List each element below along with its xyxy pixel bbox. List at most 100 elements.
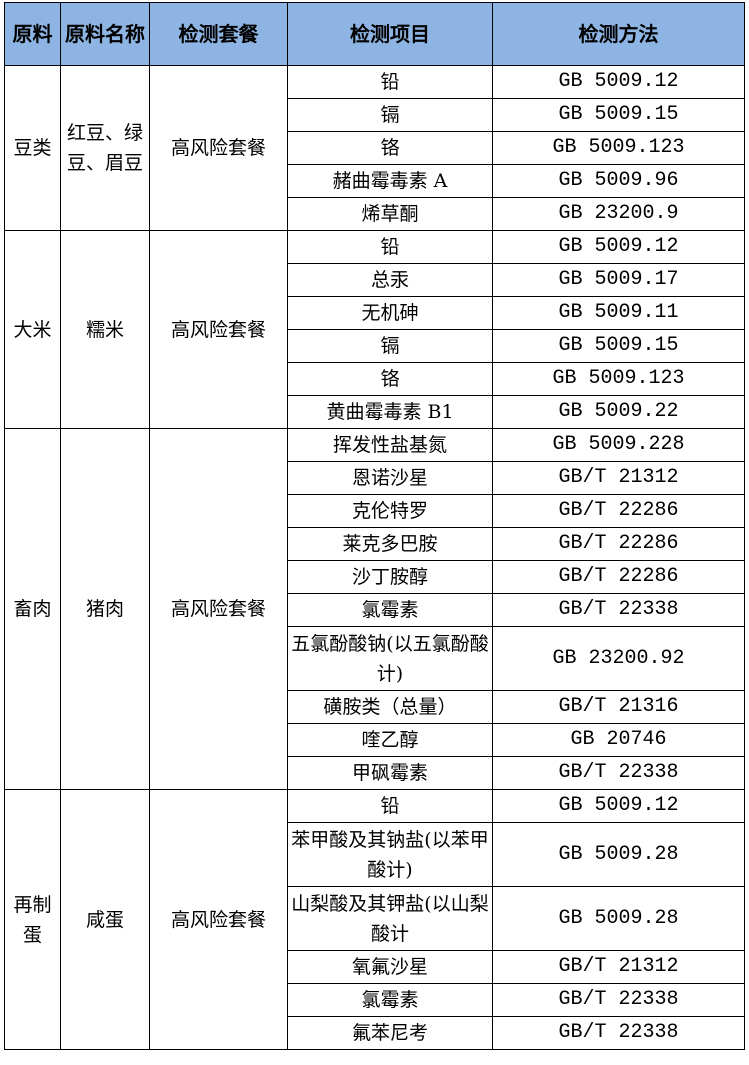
item-cell: 甲砜霉素 xyxy=(287,756,493,790)
table-row: 大米 糯米 高风险套餐铅 GB 5009.12 xyxy=(4,230,745,429)
material-cell: 豆类 xyxy=(4,65,61,231)
item-cell: 总汞 xyxy=(287,263,493,297)
material-name-cell: 红豆、绿豆、眉豆 xyxy=(60,65,150,231)
material-name-cell: 猪肉 xyxy=(60,428,150,790)
method-cell: GB 5009.28 xyxy=(492,886,745,951)
table-row: 氯霉素 GB/T 22338 xyxy=(5,983,745,1017)
table-row: 赭曲霉毒素 A GB 5009.96 xyxy=(5,164,745,198)
table-row: 苯甲酸及其钠盐(以苯甲酸计) GB 5009.28 xyxy=(5,822,745,887)
item-cell: 赭曲霉毒素 A xyxy=(287,164,493,198)
table-row: 铬 GB 5009.123 xyxy=(5,362,745,396)
material-name-cell: 糯米 xyxy=(60,230,150,429)
method-cell: GB 5009.96 xyxy=(492,164,745,198)
item-cell: 无机砷 xyxy=(287,296,493,330)
table-row: 总汞 GB 5009.17 xyxy=(5,263,745,297)
material-cell: 大米 xyxy=(4,230,61,429)
method-cell: GB 5009.12 xyxy=(492,789,745,823)
table-row: 烯草酮 GB 23200.9 xyxy=(5,197,745,231)
package-cell: 高风险套餐 xyxy=(149,428,288,790)
item-cell: 铬 xyxy=(287,131,493,165)
header-package: 检测套餐 xyxy=(149,2,288,66)
table-row: 五氯酚酸钠(以五氯酚酸计) GB 23200.92 xyxy=(5,626,745,691)
method-cell: GB 5009.11 xyxy=(492,296,745,330)
table-row: 山梨酸及其钾盐(以山梨酸计 GB 5009.28 xyxy=(5,886,745,951)
item-cell: 铅 xyxy=(287,230,493,264)
method-cell: GB 5009.28 xyxy=(492,822,745,887)
item-cell: 五氯酚酸钠(以五氯酚酸计) xyxy=(287,626,493,691)
table-row: 无机砷 GB 5009.11 xyxy=(5,296,745,330)
material-cell: 畜肉 xyxy=(4,428,61,790)
inspection-table: 原料 原料名称 检测套餐 检测项目 检测方法 豆类 红豆、绿豆、眉豆 高风险套餐铅 G… xyxy=(4,2,745,1050)
header-item: 检测项目 xyxy=(287,2,493,66)
material-name-cell: 咸蛋 xyxy=(60,789,150,1050)
item-cell: 氯霉素 xyxy=(287,593,493,627)
method-cell: GB/T 22286 xyxy=(492,560,745,594)
method-cell: GB 5009.15 xyxy=(492,98,745,132)
item-cell: 镉 xyxy=(287,329,493,363)
method-cell: GB 5009.228 xyxy=(492,428,745,462)
material-cell: 再制蛋 xyxy=(4,789,61,1050)
package-cell: 高风险套餐 xyxy=(149,65,288,231)
item-cell: 氟苯尼考 xyxy=(287,1016,493,1050)
method-cell: GB 5009.123 xyxy=(492,131,745,165)
table-row: 莱克多巴胺 GB/T 22286 xyxy=(5,527,745,561)
package-cell: 高风险套餐 xyxy=(149,789,288,1050)
method-cell: GB 23200.9 xyxy=(492,197,745,231)
method-cell: GB 5009.12 xyxy=(492,230,745,264)
method-cell: GB/T 21316 xyxy=(492,690,745,724)
table-row: 镉 GB 5009.15 xyxy=(5,329,745,363)
method-cell: GB/T 22338 xyxy=(492,983,745,1017)
table-row: 磺胺类（总量） GB/T 21316 xyxy=(5,690,745,724)
table-row: 氯霉素 GB/T 22338 xyxy=(5,593,745,627)
item-cell: 苯甲酸及其钠盐(以苯甲酸计) xyxy=(287,822,493,887)
item-cell: 铬 xyxy=(287,362,493,396)
table-row: 克伦特罗 GB/T 22286 xyxy=(5,494,745,528)
table-row: 沙丁胺醇 GB/T 22286 xyxy=(5,560,745,594)
method-cell: GB 23200.92 xyxy=(492,626,745,691)
item-cell: 喹乙醇 xyxy=(287,723,493,757)
table-row: 镉 GB 5009.15 xyxy=(5,98,745,132)
method-cell: GB/T 21312 xyxy=(492,950,745,984)
method-cell: GB 5009.17 xyxy=(492,263,745,297)
method-cell: GB 5009.22 xyxy=(492,395,745,429)
method-cell: GB/T 21312 xyxy=(492,461,745,495)
table-row: 恩诺沙星 GB/T 21312 xyxy=(5,461,745,495)
item-cell: 氧氟沙星 xyxy=(287,950,493,984)
item-cell: 氯霉素 xyxy=(287,983,493,1017)
table-row: 甲砜霉素 GB/T 22338 xyxy=(5,756,745,790)
item-cell: 镉 xyxy=(287,98,493,132)
item-cell: 黄曲霉毒素 B1 xyxy=(287,395,493,429)
item-cell: 烯草酮 xyxy=(287,197,493,231)
table-row: 喹乙醇 GB 20746 xyxy=(5,723,745,757)
item-cell: 铅 xyxy=(287,789,493,823)
header-method: 检测方法 xyxy=(492,2,745,66)
method-cell: GB/T 22286 xyxy=(492,494,745,528)
item-cell: 磺胺类（总量） xyxy=(287,690,493,724)
table-row: 氟苯尼考 GB/T 22338 xyxy=(5,1016,745,1050)
method-cell: GB 5009.123 xyxy=(492,362,745,396)
table-body: 豆类 红豆、绿豆、眉豆 高风险套餐铅 GB 5009.12 镉 GB 5009.15 铬 GB… xyxy=(4,65,745,1050)
item-cell: 克伦特罗 xyxy=(287,494,493,528)
item-cell: 沙丁胺醇 xyxy=(287,560,493,594)
item-cell: 挥发性盐基氮 xyxy=(287,428,493,462)
header-material-name: 原料名称 xyxy=(60,2,150,66)
item-cell: 铅 xyxy=(287,65,493,99)
table-row: 再制蛋 咸蛋 高风险套餐铅 GB 5009.12 xyxy=(4,789,745,1050)
item-cell: 恩诺沙星 xyxy=(287,461,493,495)
method-cell: GB 20746 xyxy=(492,723,745,757)
method-cell: GB 5009.15 xyxy=(492,329,745,363)
method-cell: GB/T 22338 xyxy=(492,593,745,627)
item-cell: 山梨酸及其钾盐(以山梨酸计 xyxy=(287,886,493,951)
header-material: 原料 xyxy=(4,2,61,66)
table-row: 畜肉 猪肉 高风险套餐 挥发性盐基氮 GB 5009.228 xyxy=(4,428,745,790)
method-cell: GB/T 22286 xyxy=(492,527,745,561)
header-row: 原料 原料名称 检测套餐 检测项目 检测方法 xyxy=(4,2,745,66)
item-cell: 莱克多巴胺 xyxy=(287,527,493,561)
table-row: 铬 GB 5009.123 xyxy=(5,131,745,165)
method-cell: GB 5009.12 xyxy=(492,65,745,99)
method-cell: GB/T 22338 xyxy=(492,756,745,790)
package-cell: 高风险套餐 xyxy=(149,230,288,429)
table-row: 豆类 红豆、绿豆、眉豆 高风险套餐铅 GB 5009.12 xyxy=(4,65,745,231)
table-row: 黄曲霉毒素 B1 GB 5009.22 xyxy=(5,395,745,429)
method-cell: GB/T 22338 xyxy=(492,1016,745,1050)
